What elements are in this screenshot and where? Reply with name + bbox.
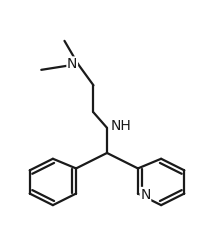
Text: N: N <box>67 57 77 71</box>
Text: NH: NH <box>110 119 131 133</box>
Text: N: N <box>140 187 151 201</box>
